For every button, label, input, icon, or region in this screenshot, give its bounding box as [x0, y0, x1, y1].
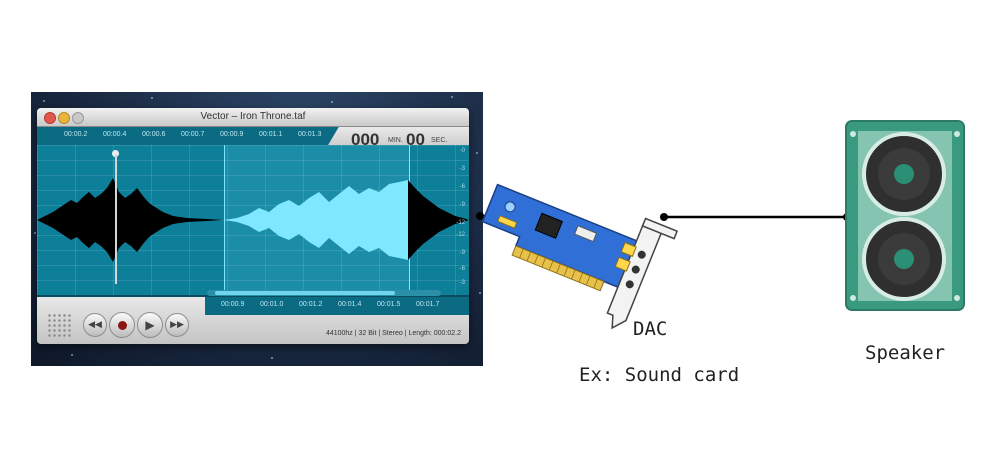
- bottom-ruler-tick: 00:01.0: [260, 301, 284, 308]
- zoom-window-button[interactable]: [72, 112, 84, 124]
- ruler-tick: 00:00.7: [181, 131, 205, 138]
- connector-dot: [660, 213, 668, 221]
- bottom-ruler-tick: 00:01.2: [299, 301, 323, 308]
- db-label: -6: [459, 266, 465, 272]
- speaker-grille-icon: [47, 313, 73, 337]
- ruler-tick: 00:01.3: [298, 131, 322, 138]
- ruler-tick: 00:00.6: [142, 131, 166, 138]
- bottom-ruler-tick: 00:01.7: [416, 301, 440, 308]
- rewind-button[interactable]: ◀◀: [83, 313, 107, 337]
- play-button[interactable]: ▶: [137, 312, 163, 338]
- audio-editor-window: Vector – Iron Throne.taf 00:00.2 00:00.4…: [37, 108, 469, 344]
- play-icon: ▶: [145, 318, 155, 332]
- db-label: -0: [459, 148, 465, 154]
- bottom-ruler-tick: 00:00.9: [221, 301, 245, 308]
- minimize-window-button[interactable]: [58, 112, 70, 124]
- db-label: -12: [456, 220, 465, 226]
- horizontal-scrollbar[interactable]: [207, 290, 441, 296]
- status-line: 44100hz | 32 Bit | Stereo | Length: 000:…: [325, 330, 461, 337]
- db-label: -12: [456, 232, 465, 238]
- ruler-tick: 00:00.9: [220, 131, 244, 138]
- db-label: -9: [459, 202, 465, 208]
- minutes-value: 000: [351, 130, 380, 149]
- close-window-button[interactable]: [44, 112, 56, 124]
- seconds-value: 00: [406, 130, 425, 149]
- db-label: -6: [459, 184, 465, 190]
- audio-app-screenshot: Vector – Iron Throne.taf 00:00.2 00:00.4…: [31, 92, 483, 366]
- ruler-tick: 00:00.2: [64, 131, 88, 138]
- dac-label: DAC: [633, 318, 668, 340]
- speaker-label: Speaker: [865, 342, 946, 364]
- fast-forward-button[interactable]: ▶▶: [165, 313, 189, 337]
- playhead-handle[interactable]: [112, 150, 119, 157]
- playhead[interactable]: [115, 154, 117, 284]
- scrollbar-thumb[interactable]: [215, 291, 395, 295]
- rewind-icon: ◀◀: [88, 320, 102, 330]
- minutes-unit: MIN.: [388, 137, 403, 144]
- ruler-tick: 00:00.4: [103, 131, 127, 138]
- seconds-unit: SEC.: [431, 137, 448, 144]
- bottom-ruler-tick: 00:01.5: [377, 301, 401, 308]
- title-bar: Vector – Iron Throne.taf: [37, 108, 469, 127]
- bottom-time-ruler: 00:00.9 00:01.0 00:01.2 00:01.4 00:01.5 …: [205, 297, 469, 315]
- ruler-tick: 00:01.1: [259, 131, 283, 138]
- waveform-right: [408, 180, 469, 260]
- db-label: -9: [459, 250, 465, 256]
- db-label: -3: [459, 280, 465, 286]
- connector-dot: [476, 212, 484, 220]
- waveform-selected: [224, 180, 408, 260]
- db-label: -3: [459, 166, 465, 172]
- waveform: [37, 178, 469, 262]
- window-title: Vector – Iron Throne.taf: [200, 111, 306, 122]
- bottom-ruler-tick: 00:01.4: [338, 301, 362, 308]
- record-icon: [117, 320, 127, 330]
- fast-forward-icon: ▶▶: [170, 320, 184, 330]
- dac-example-label: Ex: Sound card: [579, 364, 740, 386]
- waveform-left: [37, 178, 224, 262]
- record-button[interactable]: [109, 312, 135, 338]
